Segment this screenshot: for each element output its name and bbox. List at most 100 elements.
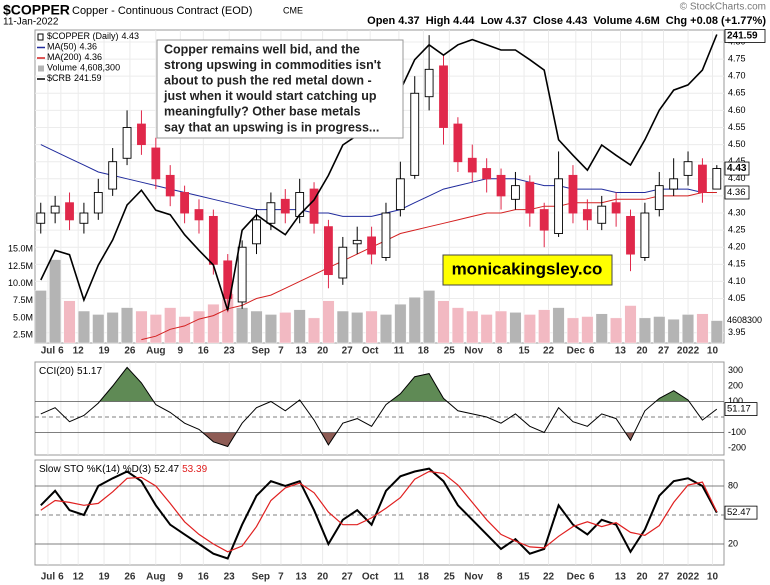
indicator-title: CCI(20) 51.17 — [39, 366, 102, 377]
value-box-label: 241.59 — [727, 31, 758, 42]
x-tick-label: 20 — [636, 572, 648, 583]
x-tick-label: Nov — [464, 346, 483, 357]
legend-value: 241.59 — [74, 73, 102, 83]
volume-tick-label: 10.0M — [8, 278, 33, 288]
legend-entry: $CRB 241.59 — [47, 73, 102, 83]
y-tick-label: 4.45 — [728, 156, 746, 166]
candle-body — [151, 147, 161, 180]
x-tick-label: Aug — [146, 572, 165, 583]
volume-bar — [451, 307, 464, 344]
candle-body — [122, 127, 132, 159]
candle-body — [482, 168, 492, 180]
indicator-line — [40, 366, 718, 448]
candle-body — [194, 209, 204, 221]
candle-body — [324, 226, 333, 276]
x-tick-label: 6 — [58, 572, 64, 583]
x-tick-label: 7 — [278, 346, 284, 357]
value-box-label: 51.17 — [727, 404, 751, 415]
volume-bar — [509, 312, 522, 344]
x-tick-label: 12 — [73, 346, 85, 357]
x-tick-label: 23 — [224, 572, 236, 583]
x-tick-label: Sep — [252, 572, 270, 583]
volume-tick-label: 5.0M — [13, 312, 33, 322]
stat-value: 4.44 — [453, 15, 475, 27]
candle-body — [424, 68, 434, 98]
y-tick-label: 4.20 — [728, 242, 746, 252]
y-tick-label: 4.05 — [728, 293, 746, 303]
stat-name: Close — [533, 15, 563, 27]
y-tick-label: 4.10 — [728, 276, 746, 286]
x-tick-label: 27 — [342, 572, 354, 583]
stat-name: High — [426, 15, 451, 27]
watermark: monicakingsley.co — [452, 259, 603, 278]
x-tick-label: 26 — [124, 346, 136, 357]
moving-average — [141, 192, 717, 341]
volume-bar — [336, 310, 349, 344]
candle-body — [50, 205, 60, 214]
volume-bar — [308, 317, 321, 344]
volume-bar — [149, 314, 162, 344]
candle-body — [237, 246, 247, 303]
candle-body — [582, 209, 592, 221]
y-tick-label: 4.40 — [728, 173, 746, 183]
candle-body — [65, 202, 74, 221]
candle-body — [165, 174, 175, 197]
candle-body — [180, 192, 190, 214]
exchange: CME — [283, 5, 303, 15]
y-tick-label: 4.65 — [728, 88, 746, 98]
legend-entry: Volume 4,608,300 — [47, 63, 120, 73]
annotation-line: about to push the red metal down - — [164, 73, 372, 87]
x-tick-label: 13 — [296, 346, 308, 357]
x-tick-label: 25 — [444, 346, 456, 357]
legend-symbol — [37, 33, 44, 41]
volume-bar — [34, 290, 47, 344]
candle-body — [511, 185, 520, 200]
candle-body — [439, 65, 448, 128]
x-tick-label: 12 — [73, 572, 85, 583]
volume-bar — [595, 313, 608, 344]
candle-body — [108, 161, 118, 190]
volume-bar — [423, 290, 436, 344]
volume-bar — [696, 313, 709, 344]
volume-bar — [106, 312, 119, 344]
volume-tick-label: 7.5M — [13, 295, 33, 305]
x-tick-label: 20 — [317, 572, 329, 583]
y-tick-label: 300 — [728, 365, 743, 375]
stats: Open 4.37 High 4.44 Low 4.37 Close 4.43 Volume 4.… — [367, 15, 766, 27]
volume-bar — [49, 259, 62, 344]
x-tick-label: 8 — [497, 572, 503, 583]
volume-bar — [207, 303, 220, 344]
y-tick-label: 80 — [728, 480, 738, 490]
x-tick-label: Dec — [567, 346, 586, 357]
legend-symbol — [38, 65, 44, 72]
y-tick-label: 4.25 — [728, 224, 746, 234]
x-tick-label: 2022 — [677, 346, 700, 357]
legend-entry: MA(50) 4.36 — [47, 42, 97, 52]
y-tick-label: 4.30 — [728, 207, 746, 217]
x-tick-label: 18 — [418, 346, 430, 357]
legend-name: MA(200) — [47, 52, 82, 62]
annotation-line: strong upswing in commodities isn't — [164, 58, 382, 72]
volume-bar — [264, 314, 277, 344]
volume-bar — [193, 310, 205, 344]
volume-bar — [77, 310, 90, 344]
value-box — [724, 161, 750, 176]
indicator-fill — [40, 432, 717, 447]
y-tick-label: 4.75 — [728, 53, 746, 63]
x-tick-label: 22 — [543, 572, 555, 583]
stat-value: +0.08 (+1.77%) — [690, 15, 766, 27]
x-tick-label: 6 — [589, 346, 595, 357]
x-tick-label: 10 — [707, 346, 719, 357]
moving-average — [40, 144, 717, 217]
value-box — [724, 185, 750, 200]
volume-bar — [164, 307, 177, 344]
y-tick-label: 4.15 — [728, 259, 746, 269]
volume-bar — [279, 312, 292, 344]
value-box — [724, 505, 758, 520]
volume-last: 4608300 — [727, 315, 762, 325]
legend-name: MA(50) — [47, 42, 77, 52]
x-tick-label: 2022 — [677, 572, 700, 583]
indicator-name: Slow STO %K(14) %D(3) — [39, 464, 151, 475]
